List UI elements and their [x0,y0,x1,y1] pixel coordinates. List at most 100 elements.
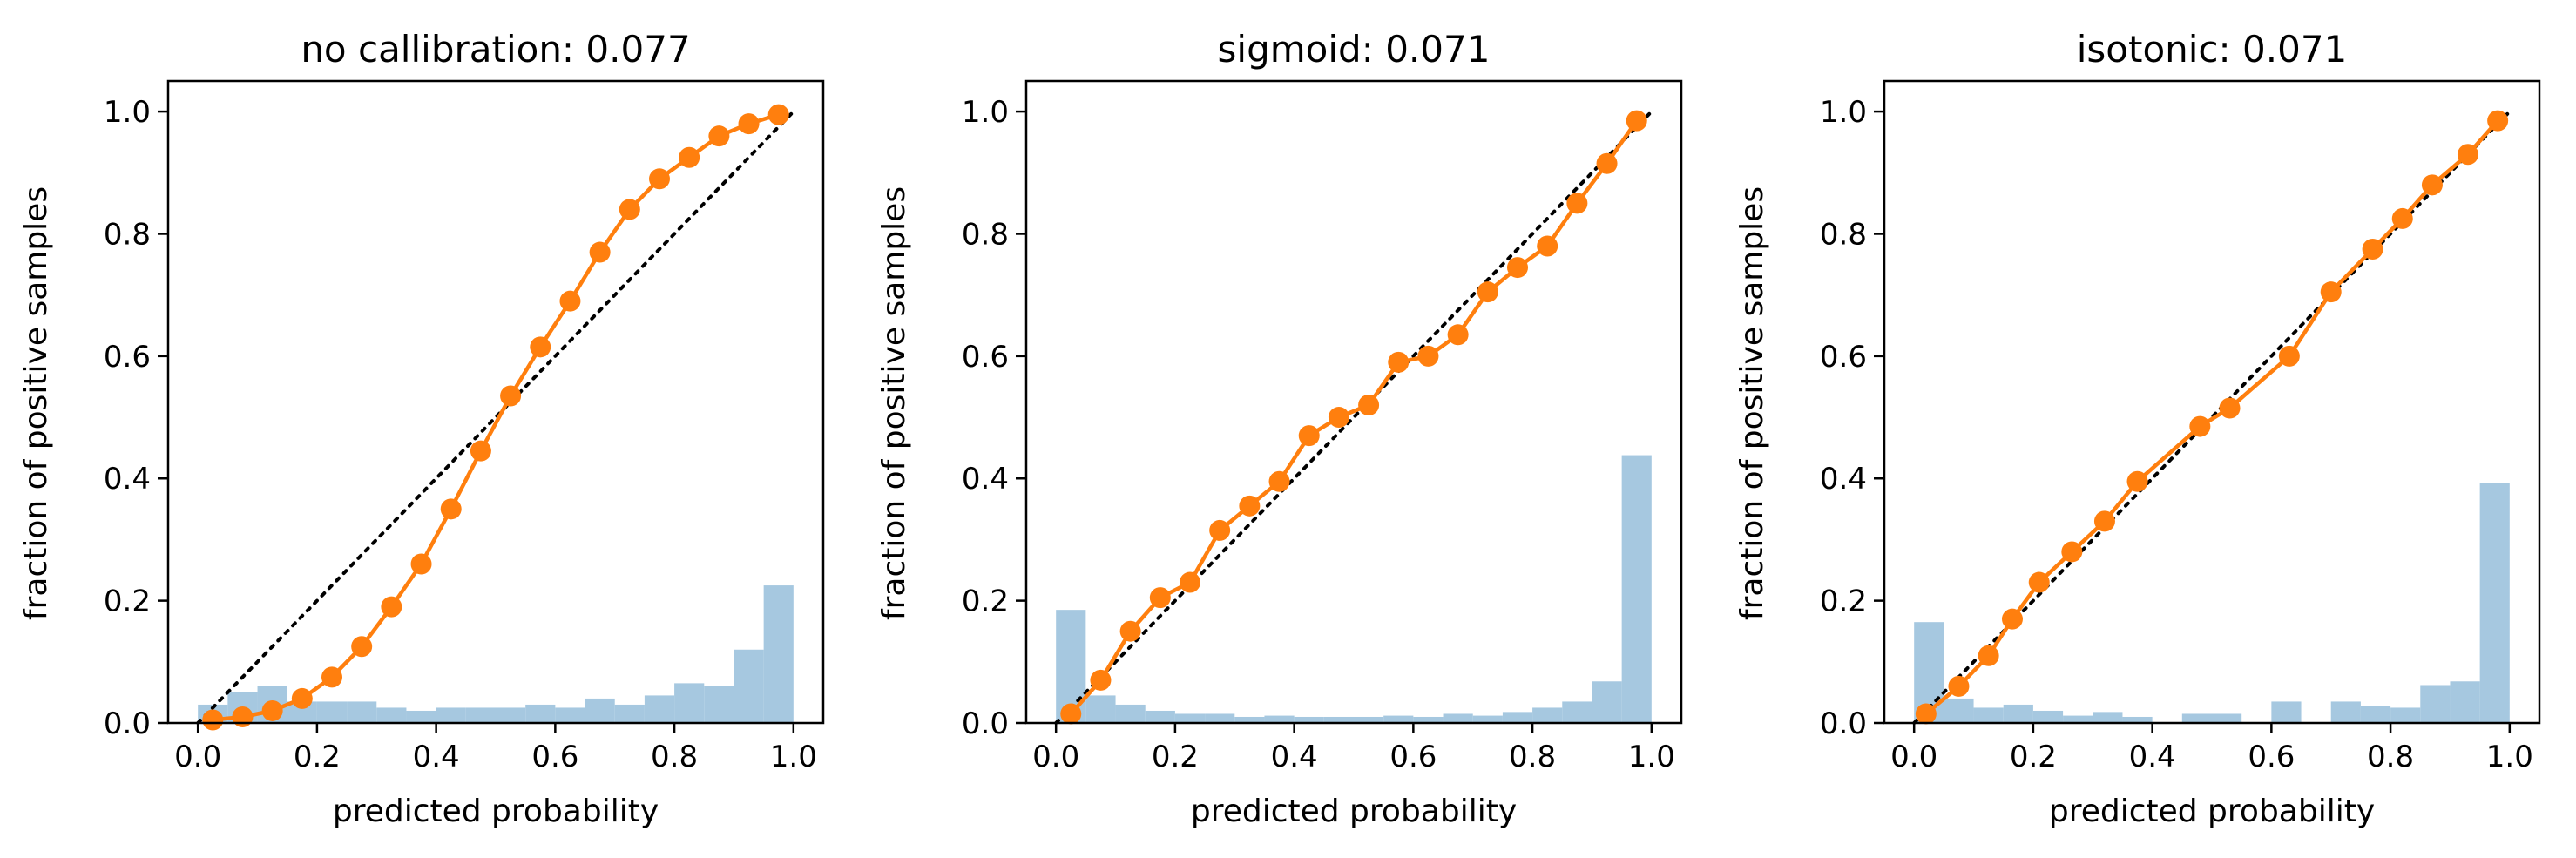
calibration-point [2391,207,2413,229]
calibration-point [1596,152,1618,174]
axes-frame [1883,79,2541,725]
histogram-bar [316,701,348,723]
histogram-bar [2360,706,2391,723]
histogram-bar [614,704,645,723]
histogram-bar [1323,716,1354,723]
calibration-point [1209,519,1231,541]
histogram-bar [347,701,377,723]
histogram-bar [555,707,585,723]
x-tick-label: 0.2 [1152,740,1199,774]
panel-title: sigmoid: 0.071 [1218,28,1491,71]
y-tick-label: 0.8 [1820,217,1867,252]
calibration-point [559,290,581,312]
calibration-point [1239,495,1261,517]
x-tick-label: 0.2 [294,740,341,774]
plot-area: 0.0 0.2 0.4 0.6 0.8 1.0 0.0 0.2 0.4 0.6 0.8 1.0 [104,79,825,774]
calibration-point [2421,174,2443,196]
x-tick-label: 0.2 [2010,740,2057,774]
histogram-bar [2420,685,2451,723]
histogram-bar [1115,704,1146,723]
y-tick-label: 0.0 [962,706,1009,741]
histogram-bar [1532,707,1563,723]
calibration-point [619,199,640,220]
histogram-bar [1621,455,1652,723]
x-tick-label: 1.0 [2486,740,2533,774]
x-tick-label: 0.0 [1032,740,1079,774]
calibration-point [440,498,462,520]
calibration-point [351,636,373,658]
calibration-point [291,687,313,709]
histogram-bar [1085,695,1116,723]
histogram-bar [496,707,526,723]
histogram-bar [1383,715,1414,723]
calibration-point [767,104,789,125]
calibration-point [202,709,224,731]
y-tick-label: 0.6 [962,340,1009,375]
panel-sigmoid: sigmoid: 0.071 0.0 0.2 0.4 0.6 0.8 1.00.00.20… [876,28,1683,829]
histogram-bar [1205,713,1235,723]
calibration-point [261,699,283,721]
histogram-bar [436,707,466,723]
y-axis-label: fraction of positive samples [876,186,912,620]
y-tick-label: 0.0 [1820,706,1867,741]
y-tick-label: 0.8 [962,217,1009,252]
histogram-bar [763,585,794,723]
calibration-point [2189,415,2211,437]
histogram-bar [1502,712,1533,723]
calibration-point [1090,669,1112,691]
calibration-point [500,385,522,407]
histogram-bar [585,698,615,723]
panel-no-calibration: no callibration: 0.077 0.0 0.2 0.4 0.6 0.8 1.… [18,28,825,829]
y-tick-label: 0.6 [1820,340,1867,375]
calibration-point [708,125,730,147]
plot-area: 0.0 0.2 0.4 0.6 0.8 1.0 0.0 0.2 0.4 0.6 0.8 1.0 [962,79,1683,774]
histogram-bar [1354,716,1384,723]
calibration-point [232,706,254,727]
histogram-bar [2330,701,2361,723]
panel-isotonic: isotonic: 0.071 0.0 0.2 0.4 0.6 0.8 1.0 0.0 0.2… [1734,28,2541,829]
calibration-point [2320,281,2342,303]
calibration-point [1417,345,1439,367]
histogram-bar [734,649,764,723]
histogram-bar [2003,704,2033,723]
y-tick-label: 0.6 [104,340,151,375]
histogram-bar [1562,701,1592,723]
calibration-point [2487,110,2509,132]
axes-frame [166,79,825,725]
calibration-point [321,666,342,688]
histogram-bar [2212,713,2242,723]
perfect-calibration-line [1054,110,1653,725]
calibration-point [2278,345,2300,367]
panel-title: isotonic: 0.071 [2077,28,2348,71]
histogram-bar [2093,712,2123,723]
calibration-point [1268,470,1290,492]
histogram-bar [2450,681,2480,723]
calibration-point [1149,587,1171,609]
x-axis-label: predicted probability [1191,794,1517,829]
x-tick-label: 0.6 [531,740,578,774]
calibration-point [410,553,432,575]
calibration-point [1358,395,1380,416]
axes-frame [1024,79,1683,725]
calibration-point [738,113,760,135]
y-tick-label: 0.0 [104,706,151,741]
histogram-bar [1264,715,1295,723]
histogram-bar [465,707,496,723]
histogram-bar [2122,716,2153,723]
histogram-bar [2479,483,2510,723]
calibration-point [2093,510,2115,532]
calibration-point [1566,193,1588,214]
x-tick-label: 0.8 [2367,740,2414,774]
calibration-point [1978,645,1999,666]
x-tick-label: 0.0 [1890,740,1937,774]
calibration-point [1388,351,1410,373]
histogram-bar [2063,715,2093,723]
histogram-bar [1234,716,1265,723]
histogram-bar [376,707,407,723]
histogram [198,585,794,723]
calibration-point [2028,571,2050,593]
x-tick-label: 0.8 [1509,740,1556,774]
calibration-point [679,146,700,168]
calibration-point [1915,703,1937,725]
y-tick-label: 0.2 [1820,584,1867,619]
